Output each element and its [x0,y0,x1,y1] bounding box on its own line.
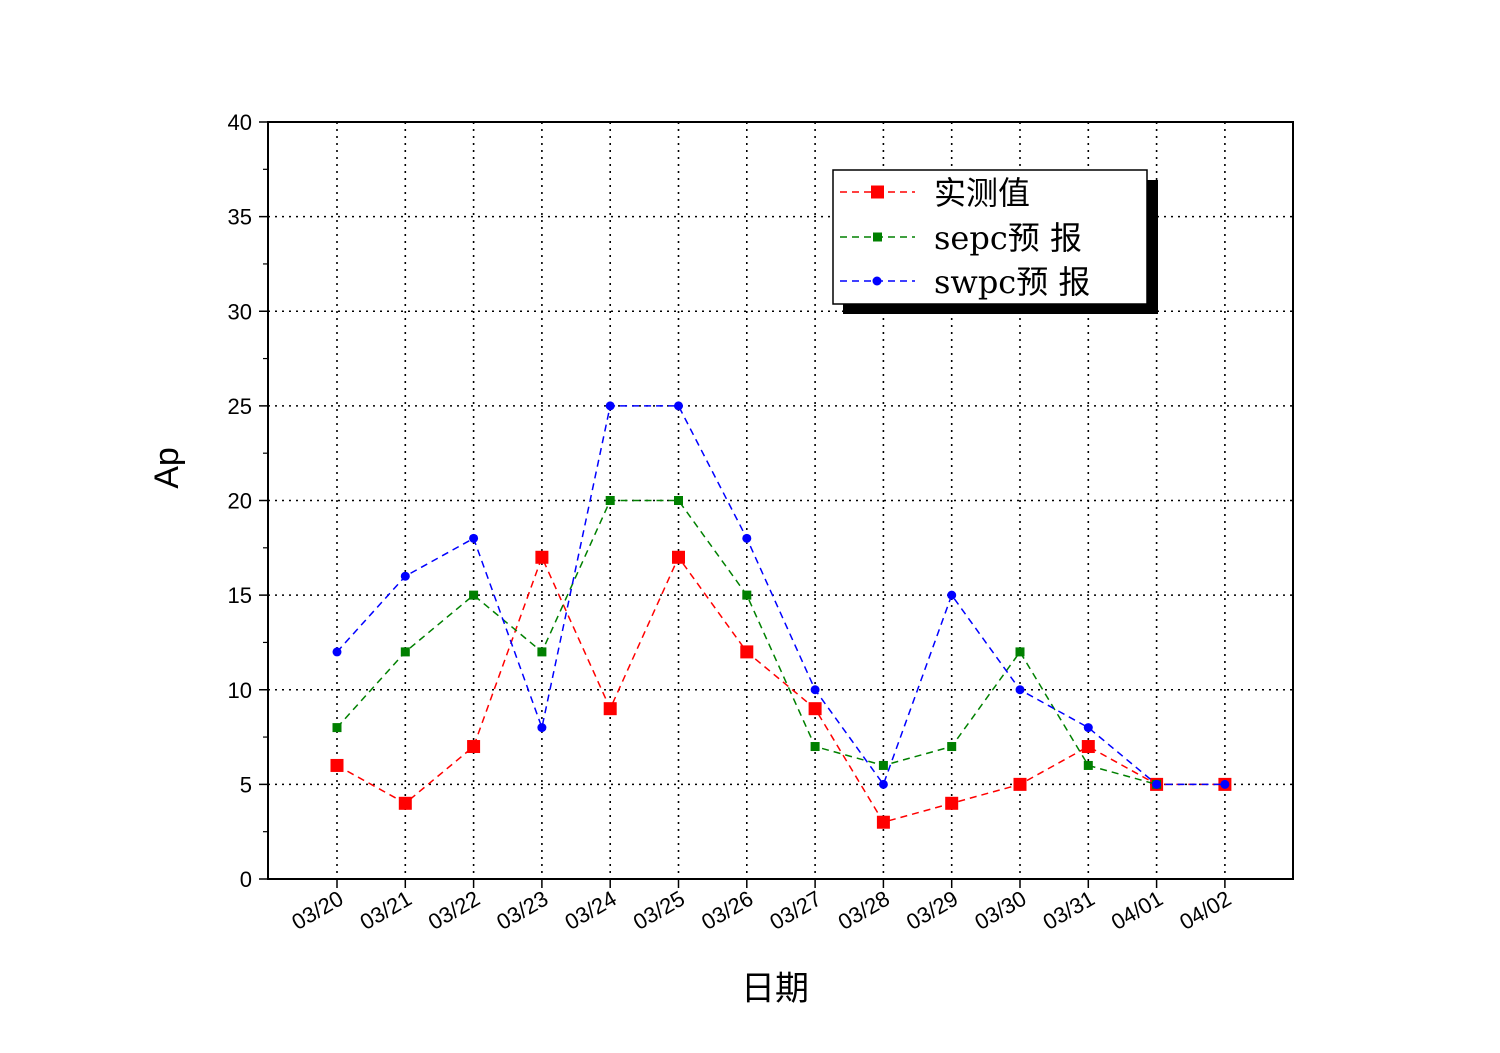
data-point [808,702,822,716]
legend: 实测值 sepc预 报 swpc预 报 [832,169,1158,314]
data-point [878,760,888,770]
data-point [947,590,957,600]
legend-item: swpc预 报 [840,263,1090,301]
y-tick-label: 30 [228,299,252,324]
legend-box [832,169,1148,305]
legend-item: 实测值 [840,174,1030,212]
series-3 [332,401,1230,789]
y-tick-label: 5 [240,772,252,797]
data-point [537,647,547,657]
x-tick-label: 03/30 [970,886,1030,935]
data-point [332,647,342,657]
x-tick-label: 03/25 [629,886,689,935]
data-point [1083,723,1093,733]
legend-marker [871,185,884,199]
y-tick-label: 20 [228,489,252,514]
y-tick-labels: 0 5 10 15 20 25 30 35 40 [228,110,252,892]
x-axis-title: 日期 [741,970,809,1008]
y-tick-label: 15 [228,583,252,608]
data-point [1152,779,1162,789]
data-point [740,645,754,659]
data-point [674,401,683,411]
legend-marker [873,232,882,242]
x-tick-label: 03/26 [697,886,757,935]
data-point [1015,647,1025,657]
x-tick-label: 04/02 [1175,886,1235,935]
data-point [742,590,752,600]
x-tick-label: 03/22 [424,886,484,935]
data-point [469,590,479,600]
y-tick-label: 35 [228,205,252,230]
data-point [810,685,820,695]
data-point [810,742,820,752]
x-tick-label: 03/27 [765,886,825,935]
legend-label: sepc预 报 [934,219,1082,257]
legend-marker [872,276,882,286]
data-point [1013,777,1027,791]
legend-item: sepc预 报 [840,219,1082,257]
data-point [467,740,481,754]
data-point [878,779,888,789]
x-tick-label: 03/21 [356,886,416,935]
x-tick-label: 03/28 [834,886,894,935]
data-point [1015,685,1025,695]
data-point [876,815,890,829]
y-axis-title: Ap [148,447,186,489]
y-tick-label: 10 [228,678,252,703]
data-point [605,496,615,505]
data-point [537,723,547,733]
x-tick-label: 03/24 [561,886,621,935]
data-point [1083,760,1093,770]
x-tick-label: 04/01 [1107,886,1167,935]
data-point [605,401,615,411]
data-point [469,533,479,543]
data-point [603,702,617,716]
data-point [398,796,412,810]
x-tick-label: 03/20 [287,886,347,935]
x-tick-labels: 03/20 03/21 03/22 03/23 03/24 03/25 03/26 03/27… [287,886,1235,935]
legend-label: 实测值 [934,174,1030,212]
axis-ticks [259,121,1226,888]
series-line [336,405,1225,786]
plot-frame [267,121,1294,880]
data-point [742,533,752,543]
y-tick-label: 40 [228,110,252,135]
data-point [535,550,549,564]
x-tick-label: 03/23 [492,886,552,935]
data-point [1220,779,1230,789]
x-tick-label: 03/29 [902,886,962,935]
data-point [332,723,342,733]
y-tick-label: 25 [228,394,252,419]
data-point [945,796,959,810]
data-point [400,647,410,657]
data-point [1081,740,1095,754]
data-point [400,571,410,581]
x-tick-label: 03/31 [1039,886,1099,935]
legend-label: swpc预 报 [934,263,1090,301]
series-group [330,401,1232,829]
y-tick-label: 0 [240,867,252,892]
data-point [674,496,683,505]
data-point [672,550,685,564]
data-point [947,742,957,752]
data-point [330,758,344,772]
